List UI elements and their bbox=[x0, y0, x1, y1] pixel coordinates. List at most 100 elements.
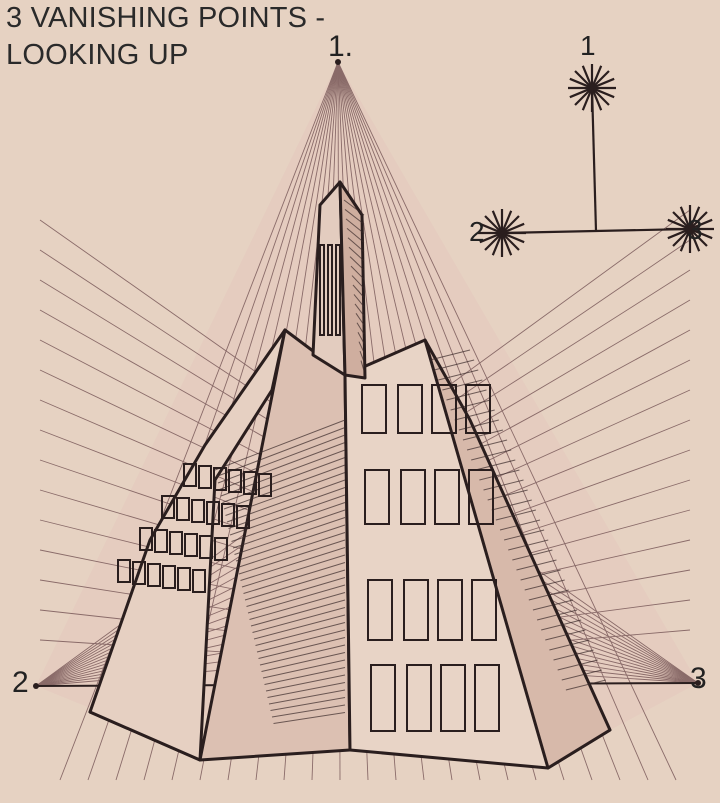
key-label-3: 3 bbox=[687, 214, 703, 245]
window bbox=[364, 469, 390, 525]
window bbox=[117, 559, 131, 583]
hatch-stroke bbox=[356, 322, 365, 335]
hatch-stroke bbox=[438, 369, 479, 381]
window bbox=[169, 531, 183, 555]
hatch-stroke bbox=[508, 539, 549, 551]
hatch-stroke bbox=[270, 697, 346, 711]
window bbox=[198, 465, 212, 489]
hatch-stroke bbox=[352, 284, 365, 298]
hatch-stroke bbox=[354, 303, 365, 317]
hatch-stroke bbox=[240, 547, 346, 581]
hatch-stroke bbox=[268, 689, 346, 705]
window bbox=[440, 664, 466, 732]
window bbox=[319, 244, 325, 336]
window bbox=[243, 471, 257, 495]
hatch-stroke bbox=[532, 599, 574, 611]
hatch-stroke bbox=[247, 584, 346, 614]
hatch-stroke bbox=[226, 479, 346, 523]
hatch-stroke bbox=[433, 359, 475, 371]
hatch-stroke bbox=[346, 227, 365, 243]
window bbox=[370, 664, 396, 732]
hatch-stroke bbox=[475, 459, 516, 471]
vanishing-point-2 bbox=[33, 683, 39, 689]
window bbox=[206, 501, 220, 525]
window bbox=[397, 384, 423, 434]
window bbox=[335, 244, 341, 336]
window bbox=[437, 579, 463, 641]
vp1-label: 1. bbox=[328, 30, 354, 63]
window bbox=[191, 499, 205, 523]
window bbox=[154, 529, 168, 553]
hatch-stroke bbox=[343, 199, 365, 216]
title-line-2: LOOKING UP bbox=[6, 39, 189, 71]
hatch-stroke bbox=[357, 331, 365, 344]
window bbox=[177, 567, 191, 591]
hatch-stroke bbox=[536, 609, 578, 621]
window bbox=[406, 664, 432, 732]
window bbox=[199, 535, 213, 559]
hatch-stroke bbox=[271, 704, 346, 718]
hatch-stroke bbox=[228, 487, 346, 529]
vp3-label: 3 bbox=[690, 662, 707, 695]
window bbox=[431, 384, 457, 434]
hatch-stroke bbox=[244, 569, 346, 601]
hatch-stroke bbox=[253, 614, 346, 640]
hatch-stroke bbox=[231, 502, 346, 542]
key-diagram bbox=[478, 64, 714, 257]
star-ray bbox=[569, 77, 615, 99]
window bbox=[147, 563, 161, 587]
window bbox=[176, 497, 190, 521]
window bbox=[400, 469, 426, 525]
hatch-stroke bbox=[217, 434, 346, 484]
hatch-stroke bbox=[545, 629, 586, 641]
window bbox=[471, 579, 497, 641]
hatch-stroke bbox=[348, 246, 365, 262]
window bbox=[403, 579, 429, 641]
hatch-stroke bbox=[232, 509, 346, 549]
hatch-stroke bbox=[241, 554, 346, 588]
hatch-stroke bbox=[265, 674, 346, 692]
hatch-stroke bbox=[528, 589, 569, 601]
hatch-stroke bbox=[549, 639, 590, 651]
hatch-stroke bbox=[216, 427, 346, 477]
hatch-stroke bbox=[512, 549, 553, 561]
hatch-stroke bbox=[429, 349, 471, 361]
hatch-stroke bbox=[462, 429, 504, 441]
hatch-stroke bbox=[256, 629, 346, 653]
window bbox=[258, 473, 272, 497]
hatch-stroke bbox=[273, 712, 346, 724]
hatch-stroke bbox=[235, 524, 346, 562]
window bbox=[236, 505, 250, 529]
hatch-stroke bbox=[225, 472, 346, 516]
hatch-stroke bbox=[214, 419, 346, 471]
hatch-stroke bbox=[347, 237, 365, 253]
window bbox=[228, 469, 242, 493]
hatch-stroke bbox=[345, 218, 365, 234]
hatch-stroke bbox=[264, 667, 346, 685]
hatch-stroke bbox=[246, 577, 346, 607]
hatch-stroke bbox=[250, 599, 346, 627]
hatch-stroke bbox=[561, 669, 602, 681]
window bbox=[327, 244, 333, 336]
hatch-stroke bbox=[466, 439, 508, 451]
hatch-stroke bbox=[487, 489, 528, 501]
hatch-stroke bbox=[565, 679, 607, 691]
hatch-stroke bbox=[442, 379, 483, 391]
window bbox=[162, 565, 176, 589]
title-line-1: 3 VANISHING POINTS - bbox=[6, 2, 326, 34]
hatch-stroke bbox=[238, 539, 346, 575]
shading-hatch bbox=[214, 199, 607, 724]
hatch-stroke bbox=[222, 457, 346, 503]
window bbox=[161, 495, 175, 519]
key-label-1: 1 bbox=[580, 30, 596, 61]
hatch-stroke bbox=[499, 519, 541, 531]
hatch-stroke bbox=[358, 341, 365, 353]
hatch-stroke bbox=[255, 622, 346, 646]
window bbox=[474, 664, 500, 732]
key-label-2: 2 bbox=[469, 216, 485, 247]
hatch-stroke bbox=[454, 409, 495, 421]
hatch-stroke bbox=[557, 659, 598, 671]
window bbox=[213, 467, 227, 491]
window bbox=[214, 537, 228, 561]
